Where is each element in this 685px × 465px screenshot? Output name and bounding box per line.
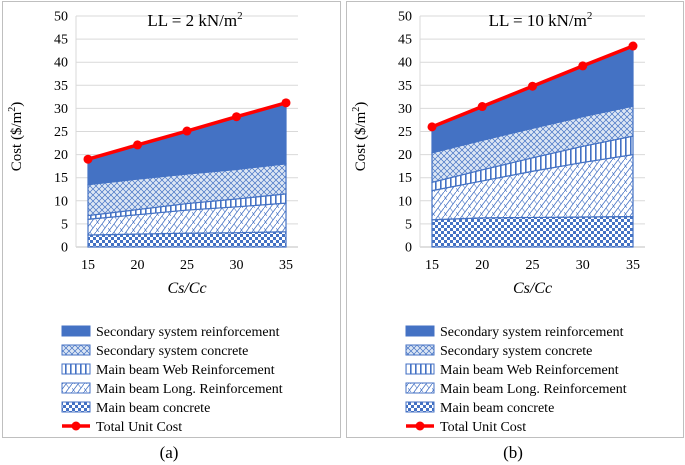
chart-title-main: LL = 10 kN/m bbox=[489, 11, 587, 30]
y-tick-label: 35 bbox=[398, 79, 412, 94]
legend-label: Main beam Web Reinforcement bbox=[96, 363, 275, 378]
total-cost-point bbox=[528, 81, 537, 91]
legend-swatch-main-beam-concrete bbox=[61, 401, 91, 413]
total-cost-point bbox=[83, 154, 93, 164]
y-tick-label: 25 bbox=[398, 125, 412, 140]
legend-swatch-secondary-system-reinforcement bbox=[405, 325, 435, 337]
area-main-beam-concrete bbox=[431, 215, 634, 248]
panel-caption: (a) bbox=[160, 443, 179, 462]
legend-label: Secondary system reinforcement bbox=[96, 325, 280, 340]
legend-marker-total bbox=[71, 421, 81, 431]
y-axis-label-sup: 2 bbox=[351, 107, 362, 112]
y-axis-label-suffix: ) bbox=[9, 102, 25, 107]
y-axis-label-main: Cost ($/m bbox=[353, 111, 369, 171]
chart-title-main: LL = 2 kN/m bbox=[147, 11, 237, 30]
total-cost-point bbox=[281, 98, 291, 108]
x-tick-label: 30 bbox=[576, 258, 590, 273]
y-tick-label: 20 bbox=[54, 148, 68, 163]
x-tick-label: 30 bbox=[230, 258, 244, 273]
y-tick-label: 40 bbox=[54, 56, 68, 71]
legend-label: Main beam Web Reinforcement bbox=[440, 363, 619, 378]
x-tick-label: 20 bbox=[475, 258, 489, 273]
x-axis-label: Cs/Cc bbox=[167, 280, 206, 297]
y-tick-label: 45 bbox=[398, 33, 412, 48]
y-tick-label: 15 bbox=[398, 171, 412, 186]
total-cost-point bbox=[628, 41, 638, 51]
chart-title: LL = 2 kN/m2 bbox=[147, 10, 242, 30]
legend-label: Total Unit Cost bbox=[96, 420, 182, 435]
y-axis-label-main: Cost ($/m bbox=[9, 111, 25, 171]
y-axis-label: Cost ($/m2) bbox=[351, 102, 369, 172]
y-tick-label: 5 bbox=[405, 217, 412, 232]
total-cost-point bbox=[578, 61, 588, 71]
legend-swatch-main-beam-long-reinforcement bbox=[61, 382, 91, 394]
y-axis-label-sup: 2 bbox=[7, 107, 18, 112]
x-tick-label: 20 bbox=[131, 258, 145, 273]
y-tick-label: 30 bbox=[398, 102, 412, 117]
x-tick-label: 35 bbox=[279, 258, 293, 273]
total-cost-point bbox=[232, 112, 241, 122]
y-tick-label: 40 bbox=[398, 56, 412, 71]
legend-label: Main beam concrete bbox=[96, 401, 210, 416]
legend-label: Total Unit Cost bbox=[440, 420, 526, 435]
y-tick-label: 10 bbox=[398, 194, 412, 209]
y-tick-label: 20 bbox=[398, 148, 412, 163]
legend-label: Secondary system concrete bbox=[440, 344, 592, 359]
legend-swatch-main-beam-long-reinforcement bbox=[405, 382, 435, 394]
y-axis-label-suffix: ) bbox=[353, 102, 369, 107]
y-axis-label: Cost ($/m2) bbox=[7, 102, 25, 172]
chart-title: LL = 10 kN/m2 bbox=[489, 10, 593, 30]
x-tick-label: 15 bbox=[425, 258, 439, 273]
chart-title-sup: 2 bbox=[587, 10, 593, 22]
legend-swatch-secondary-system-concrete bbox=[61, 344, 91, 356]
total-cost-point bbox=[133, 140, 142, 150]
y-tick-label: 10 bbox=[54, 194, 68, 209]
y-tick-label: 50 bbox=[398, 10, 412, 25]
y-tick-label: 0 bbox=[61, 241, 68, 256]
x-tick-label: 15 bbox=[81, 258, 95, 273]
x-tick-label: 25 bbox=[180, 258, 194, 273]
legend-swatch-main-beam-concrete bbox=[405, 401, 435, 413]
legend-swatch-secondary-system-concrete bbox=[405, 344, 435, 356]
x-tick-label: 25 bbox=[526, 258, 540, 273]
chart-panel-a: 0 5 10 15 20 25 30 35 40 45 50 15 20 25 30 35 Cs/Cc Cost … bbox=[2, 1, 341, 462]
legend-label: Main beam Long. Reinforcement bbox=[440, 382, 627, 397]
legend-label: Main beam concrete bbox=[440, 401, 554, 416]
legend-label: Secondary system reinforcement bbox=[440, 325, 624, 340]
total-cost-point bbox=[427, 122, 437, 132]
chart-title-sup: 2 bbox=[237, 10, 243, 22]
legend-marker-total bbox=[415, 421, 425, 431]
total-cost-point bbox=[477, 102, 487, 112]
y-tick-label: 45 bbox=[54, 33, 68, 48]
y-tick-label: 50 bbox=[54, 10, 68, 25]
x-axis-label: Cs/Cc bbox=[513, 280, 552, 297]
legend-swatch-main-beam-web-reinforcement bbox=[61, 363, 91, 375]
legend-swatch-secondary-system-reinforcement bbox=[61, 325, 91, 337]
legend-label: Secondary system concrete bbox=[96, 344, 248, 359]
x-tick-label: 35 bbox=[626, 258, 640, 273]
y-tick-label: 30 bbox=[54, 102, 68, 117]
y-tick-label: 25 bbox=[54, 125, 68, 140]
legend-swatch-main-beam-web-reinforcement bbox=[405, 363, 435, 375]
y-tick-label: 15 bbox=[54, 171, 68, 186]
y-tick-label: 5 bbox=[61, 217, 68, 232]
total-cost-point bbox=[182, 126, 192, 136]
chart-panel-b: 0 5 10 15 20 25 30 35 40 45 50 15 20 25 30 35 Cs/Cc Cost … bbox=[346, 1, 684, 462]
y-tick-label: 0 bbox=[405, 241, 412, 256]
legend-label: Main beam Long. Reinforcement bbox=[96, 382, 283, 397]
panel-caption: (b) bbox=[503, 443, 523, 462]
y-tick-label: 35 bbox=[54, 79, 68, 94]
